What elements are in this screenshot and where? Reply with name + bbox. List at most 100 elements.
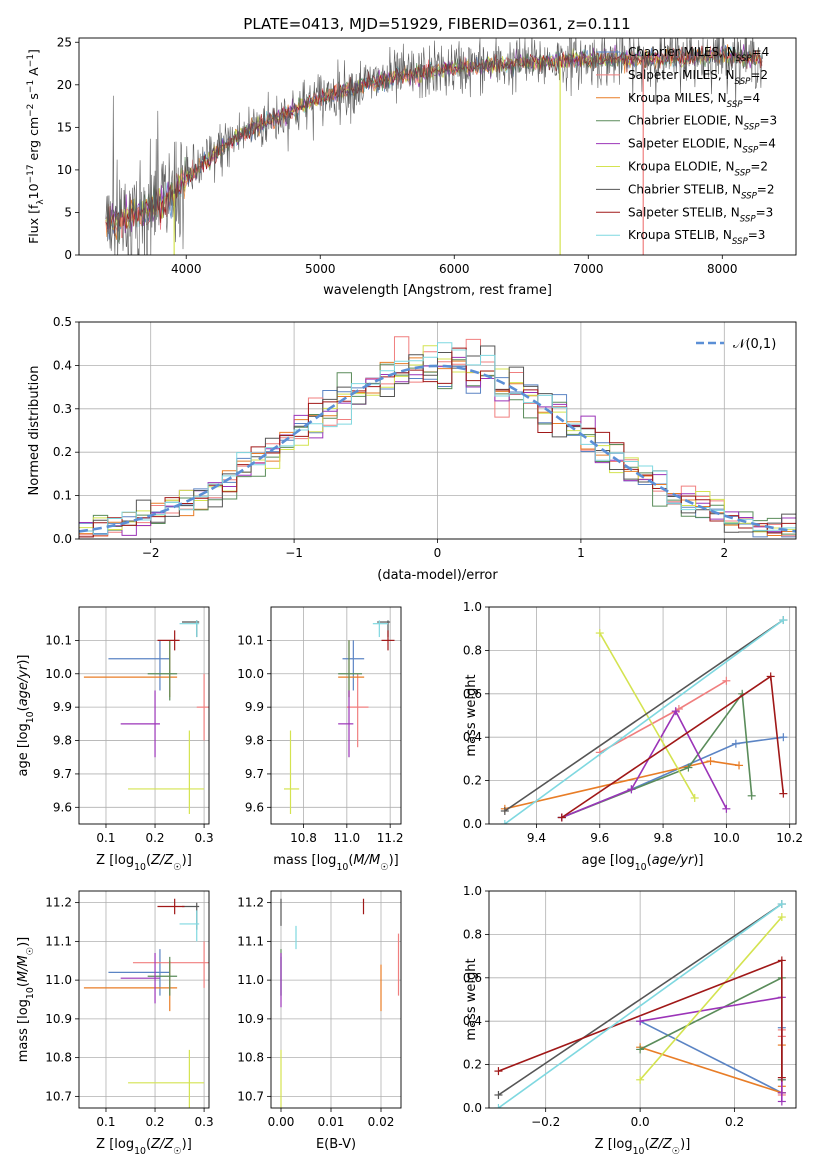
- x-axis-label: (data-model)/error: [377, 568, 498, 583]
- y-tick-label: 10.7: [45, 1089, 72, 1103]
- errorbars: [83, 898, 209, 1108]
- x-axis-label: wavelength [Angstrom, rest frame]: [323, 283, 552, 298]
- errorbar-point-5: [128, 730, 205, 814]
- y-tick-label: 9.9: [245, 700, 264, 714]
- y-tick-label: 15: [57, 120, 72, 134]
- weight-marker: [735, 761, 744, 770]
- y-tick-label: 10.9: [237, 1012, 264, 1026]
- x-tick-label: 0.0: [631, 1115, 650, 1129]
- weight-marker: [747, 791, 756, 800]
- errorbar-point-4: [120, 690, 160, 758]
- x-tick-label: 2: [720, 546, 728, 560]
- errorbar-point-4: [120, 953, 160, 1004]
- x-tick-label: 0.2: [145, 1115, 164, 1129]
- legend-label: Chabrier STELIB, NSSP=2: [628, 182, 775, 201]
- weight-marker: [722, 676, 731, 685]
- mass_vs_EBV-chart: 0.00 0.01 0.02 10.7 10.8 10.9 11.0 11.1 11.2 E(B-…: [237, 890, 402, 1152]
- y-tick-label: 10.1: [45, 633, 72, 647]
- weight-line-4: [561, 709, 728, 819]
- weight-marker: [777, 900, 786, 909]
- weight-line-8: [504, 619, 784, 824]
- errorbar-point-1: [346, 673, 369, 748]
- weight-marker: [636, 1045, 645, 1054]
- weight_vs_age-chart: 9.4 9.6 9.8 10.0 10.2 0.0 0.2 0.4 0.6 0.8 1.0 age […: [463, 600, 803, 873]
- y-tick-label: 0.8: [463, 643, 482, 657]
- y-tick-label: 5: [64, 205, 72, 219]
- weight-line-2: [504, 760, 740, 810]
- x-tick-label: 11.2: [377, 831, 404, 845]
- y-axis-label: mass weight: [464, 958, 479, 1040]
- y-tick-label: 9.7: [53, 767, 72, 781]
- legend: Chabrier MILES, NSSP=4 Salpeter MILES, NS…: [596, 45, 777, 247]
- y-tick-label: 1.0: [463, 600, 482, 614]
- y-tick-label: 20: [57, 78, 72, 92]
- spectrum-chart: 4000 5000 6000 7000 8000 0 5 10 15 20 25 wavelength…: [26, 35, 797, 298]
- y-tick-label: 0.3: [53, 402, 72, 416]
- weight-marker: [557, 813, 566, 822]
- y-tick-label: 10.8: [237, 1051, 264, 1065]
- age_vs_mass-chart: 10.8 11.0 11.2 9.6 9.7 9.8 9.9 10.0 10.1 mass [lo…: [237, 606, 404, 873]
- y-tick-label: 11.1: [237, 934, 264, 948]
- errorbar-point-3: [147, 956, 178, 996]
- x-tick-label: 10.8: [290, 831, 317, 845]
- legend-label: Salpeter ELODIE, NSSP=4: [628, 137, 776, 156]
- y-tick-label: 0.4: [53, 358, 72, 372]
- x-tick-label: 11.0: [333, 831, 360, 845]
- y-tick-label: 0.6: [463, 971, 482, 985]
- errorbar-point-2: [83, 960, 178, 1012]
- weight-marker: [627, 785, 636, 794]
- hist-series: [79, 336, 796, 538]
- y-tick-label: 9.9: [53, 700, 72, 714]
- x-axis-label: Z [log10(Z/Z☉)]: [96, 853, 192, 873]
- axes-frame: [270, 890, 402, 1109]
- mass_vs_Z-chart: 0.1 0.2 0.3 10.7 10.8 10.9 11.0 11.1 11.2 Z [log1…: [16, 890, 214, 1157]
- errorbar-point-7: [157, 898, 185, 915]
- weight-marker: [706, 757, 715, 766]
- legend-label: 𝒩(0,1): [733, 337, 776, 352]
- normal-reference-curve: [79, 364, 796, 533]
- weight-marker: [777, 1073, 786, 1082]
- weight-marker: [595, 629, 604, 638]
- x-tick-label: 7000: [573, 262, 604, 276]
- y-tick-label: 9.8: [245, 734, 264, 748]
- x-tick-label: −1: [285, 546, 303, 560]
- age_vs_Z-chart: 0.1 0.2 0.3 9.6 9.7 9.8 9.9 10.0 10.1 Z [log10(Z/…: [16, 606, 214, 873]
- y-tick-label: 9.6: [245, 800, 264, 814]
- x-axis-label: Z [log10(Z/Z☉)]: [595, 1137, 691, 1157]
- weight-marker: [494, 1067, 503, 1076]
- errorbars: [280, 898, 400, 1108]
- errorbar-point-5: [128, 1049, 205, 1108]
- y-tick-label: 11.1: [45, 934, 72, 948]
- weight_vs_Z-chart: −0.2 0.0 0.2 0.0 0.2 0.4 0.6 0.8 1.0 Z [log10(Z/Z…: [463, 884, 797, 1157]
- errorbar-point-4: [338, 690, 354, 758]
- x-tick-label: 0.2: [145, 831, 164, 845]
- weight-marker: [777, 956, 786, 965]
- weight-marker: [636, 1017, 645, 1026]
- x-tick-label: 9.4: [527, 831, 546, 845]
- x-tick-label: −2: [142, 546, 160, 560]
- weight-marker: [779, 733, 788, 742]
- weight-marker: [779, 616, 788, 625]
- hist-series-6: [79, 345, 796, 538]
- x-axis-label: age [log10(age/yr)]: [581, 853, 703, 873]
- weight-line-8: [497, 903, 783, 1108]
- errorbars: [83, 620, 209, 814]
- y-tick-label: 10.9: [45, 1012, 72, 1026]
- x-tick-label: 6000: [439, 262, 470, 276]
- x-tick-label: 0.00: [268, 1115, 295, 1129]
- legend-label: Salpeter MILES, NSSP=2: [628, 68, 768, 87]
- weight-marker: [671, 707, 680, 716]
- hist-series-3: [79, 359, 796, 535]
- weight-marker: [777, 1088, 786, 1097]
- axes-frame: [78, 890, 210, 1109]
- x-tick-label: 0.2: [725, 1115, 744, 1129]
- weight-line-2: [639, 1045, 783, 1094]
- y-axis-label: Normed distribution: [27, 366, 42, 496]
- weight-marker: [684, 763, 693, 772]
- weight-lines: [494, 900, 786, 1108]
- weight-marker: [777, 913, 786, 922]
- y-tick-label: 11.0: [45, 973, 72, 987]
- y-tick-label: 0.8: [463, 927, 482, 941]
- x-tick-label: 0.02: [368, 1115, 395, 1129]
